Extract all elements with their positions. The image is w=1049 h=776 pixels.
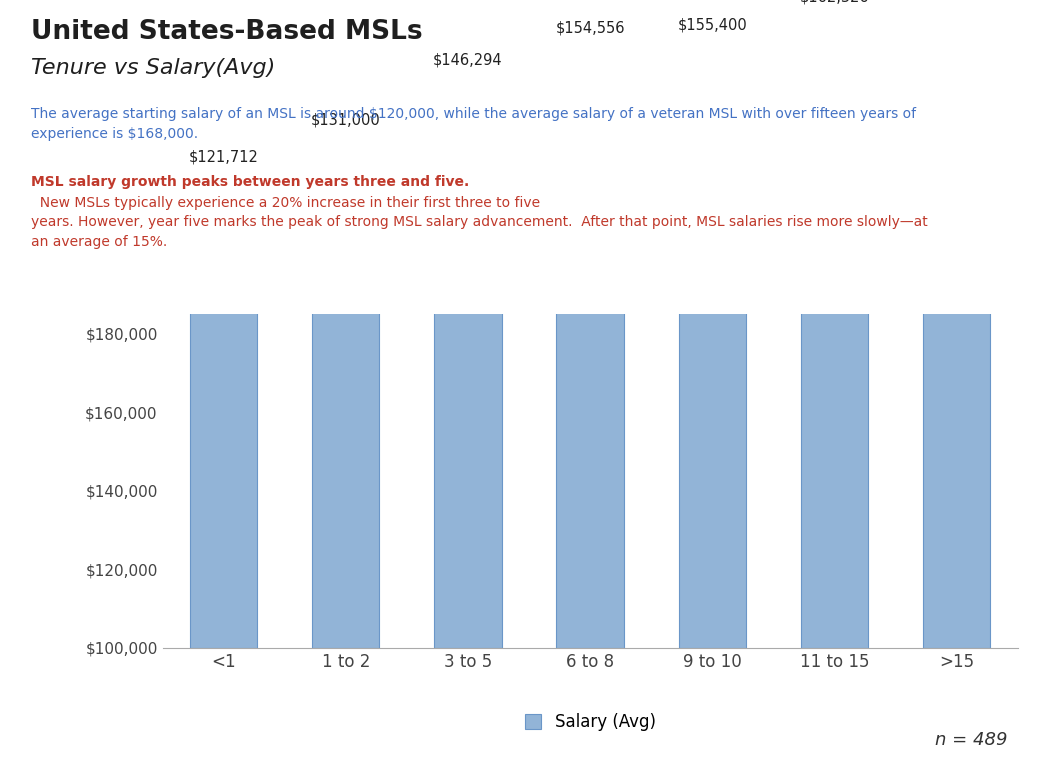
Text: $121,712: $121,712 [189,149,259,165]
Text: $155,400: $155,400 [678,17,747,32]
Text: Tenure vs Salary(Avg): Tenure vs Salary(Avg) [31,58,276,78]
Bar [800,11,868,648]
Text: n = 489: n = 489 [935,731,1007,749]
Text: $154,556: $154,556 [555,20,625,36]
Bar [434,74,501,648]
Bar [556,41,624,648]
Legend: Salary (Avg): Salary (Avg) [524,713,656,731]
Bar [190,170,257,648]
Text: $162,326: $162,326 [799,0,870,5]
Text: $131,000: $131,000 [311,113,381,128]
Text: United States-Based MSLs: United States-Based MSLs [31,19,423,46]
Text: $146,294: $146,294 [433,53,502,68]
Text: New MSLs typically experience a 20% increase in their first three to five
years.: New MSLs typically experience a 20% incr… [31,196,928,248]
Bar [679,38,746,648]
Bar [313,133,380,648]
Bar [923,0,990,648]
Text: MSL salary growth peaks between years three and five.: MSL salary growth peaks between years th… [31,175,470,189]
Text: The average starting salary of an MSL is around $120,000, while the average sala: The average starting salary of an MSL is… [31,107,917,140]
